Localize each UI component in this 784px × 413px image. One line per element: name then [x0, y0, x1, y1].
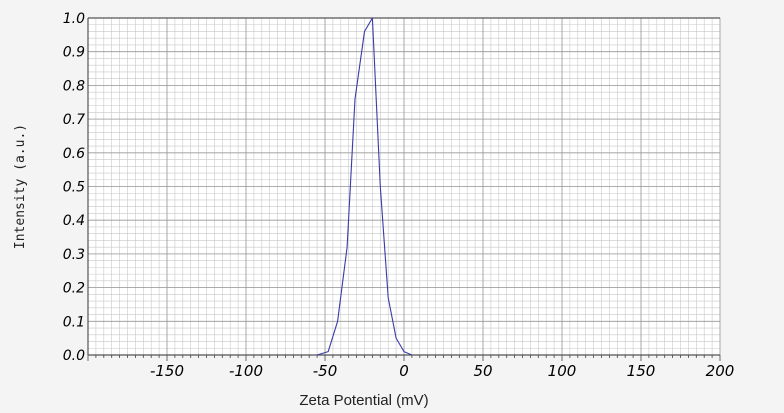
- x-tick-label: 150: [627, 362, 656, 380]
- y-axis-label: Intensity (a.u.): [13, 124, 28, 249]
- x-tick-label: -50: [313, 362, 338, 380]
- y-tick-label: 0.3: [63, 247, 85, 263]
- x-tick-label: -100: [229, 362, 263, 380]
- y-tick-label: 1.0: [63, 11, 85, 27]
- y-tick-label: 0.5: [63, 180, 85, 196]
- series-layer: [316, 17, 413, 356]
- x-tick-labels: -150 -100 -50 0 50 100 150 200: [150, 362, 734, 380]
- x-tick-label: 0: [399, 362, 409, 380]
- y-tick-label: 0.6: [63, 146, 85, 162]
- y-tick-label: 0.0: [63, 348, 85, 364]
- x-minor-ticks: [87, 355, 721, 361]
- x-tick-label: 200: [706, 362, 735, 380]
- y-tick-label: 0.2: [63, 281, 85, 297]
- y-tick-label: 0.9: [63, 45, 85, 61]
- y-tick-label: 0.4: [63, 213, 85, 229]
- y-tick-label: 0.1: [63, 314, 85, 330]
- y-tick-label: 0.7: [63, 112, 85, 128]
- x-tick-label: 100: [548, 362, 577, 380]
- x-tick-label: -150: [150, 362, 184, 380]
- y-tick-label: 0.8: [63, 78, 85, 94]
- x-tick-label: 50: [473, 362, 492, 380]
- y-tick-labels: 0.0 0.1 0.2 0.3 0.4 0.5 0.6 0.7 0.8 0.9 1.0: [63, 11, 85, 364]
- series-line: [316, 17, 413, 356]
- major-grid: [87, 17, 721, 356]
- x-axis-label: Zeta Potential (mV): [299, 392, 428, 409]
